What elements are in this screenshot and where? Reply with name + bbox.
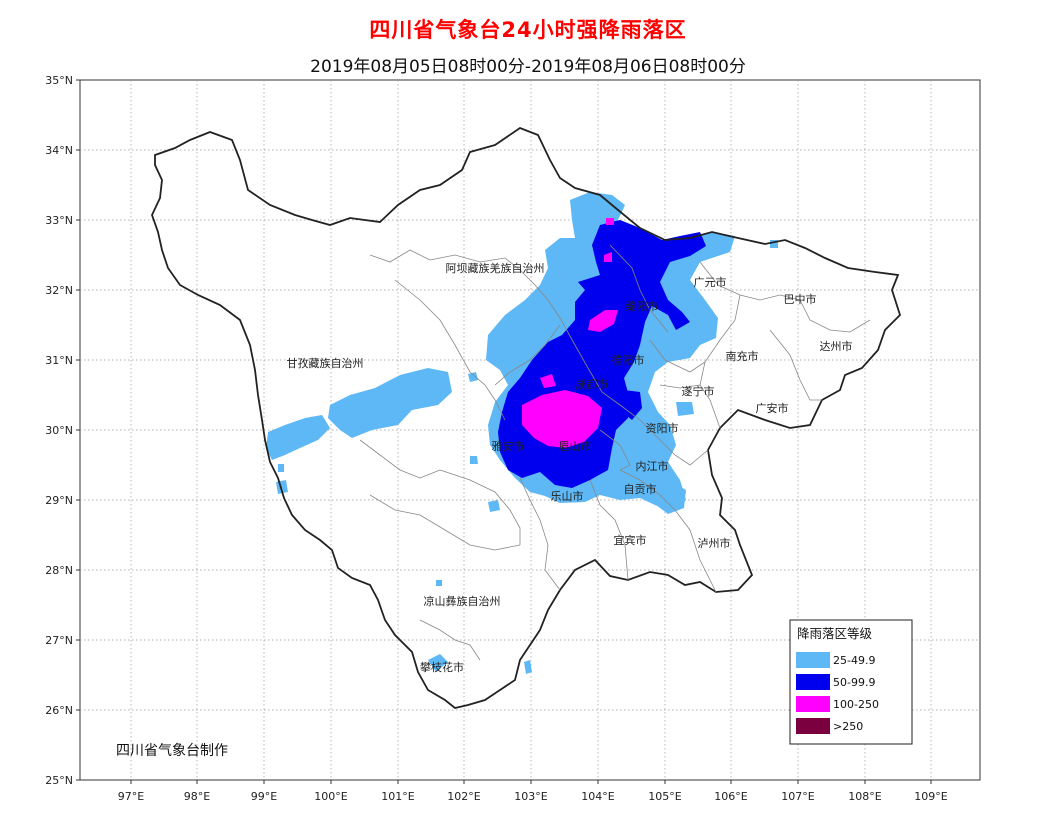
lon-label: 107°E bbox=[781, 790, 814, 803]
legend-label: 50-99.9 bbox=[833, 676, 875, 689]
legend-title: 降雨落区等级 bbox=[797, 626, 873, 641]
place-label: 广元市 bbox=[694, 275, 727, 289]
map-subtitle: 2019年08月05日08时00分-2019年08月06日08时00分 bbox=[310, 57, 746, 77]
lat-label: 32°N bbox=[45, 284, 73, 297]
place-label: 阿坝藏族羌族自治州 bbox=[446, 261, 545, 275]
legend-swatch bbox=[796, 718, 830, 734]
place-label: 甘孜藏族自治州 bbox=[287, 356, 364, 370]
lon-label: 103°E bbox=[514, 790, 547, 803]
lat-label: 33°N bbox=[45, 214, 73, 227]
province-boundary bbox=[151, 126, 902, 709]
place-label: 南充市 bbox=[726, 349, 759, 363]
lon-label: 105°E bbox=[648, 790, 681, 803]
credit-text: 四川省气象台制作 bbox=[116, 743, 228, 759]
place-label: 自贡市 bbox=[624, 482, 657, 496]
axis-ticks bbox=[76, 79, 932, 784]
lat-label: 34°N bbox=[45, 144, 73, 157]
legend-label: 100-250 bbox=[833, 698, 879, 711]
place-label: 遂宁市 bbox=[682, 384, 715, 398]
place-label: 达州市 bbox=[820, 339, 853, 353]
legend-label: 25-49.9 bbox=[833, 654, 875, 667]
map-title: 四川省气象台24小时强降雨落区 bbox=[369, 18, 687, 42]
lat-label: 28°N bbox=[45, 564, 73, 577]
legend-swatch bbox=[796, 696, 830, 712]
legend-swatch bbox=[796, 652, 830, 668]
lon-label: 98°E bbox=[184, 790, 210, 803]
lon-label: 106°E bbox=[714, 790, 747, 803]
lon-label: 99°E bbox=[251, 790, 277, 803]
lon-label: 100°E bbox=[314, 790, 347, 803]
place-label: 宜宾市 bbox=[614, 533, 647, 547]
place-label: 成都市 bbox=[576, 377, 609, 391]
place-label: 德阳市 bbox=[612, 353, 645, 367]
place-label: 乐山市 bbox=[551, 489, 584, 503]
lat-label: 29°N bbox=[45, 494, 73, 507]
lat-label: 31°N bbox=[45, 354, 73, 367]
lat-label: 35°N bbox=[45, 74, 73, 87]
place-label: 内江市 bbox=[636, 459, 669, 473]
lon-label: 97°E bbox=[118, 790, 144, 803]
place-label: 眉山市 bbox=[559, 439, 592, 453]
place-label: 攀枝花市 bbox=[420, 660, 464, 674]
place-label: 绵阳市 bbox=[626, 299, 659, 313]
lat-label: 27°N bbox=[45, 634, 73, 647]
prefecture-boundaries bbox=[359, 244, 871, 661]
place-label: 广安市 bbox=[756, 401, 789, 415]
place-label: 资阳市 bbox=[646, 421, 679, 435]
place-label: 凉山彝族自治州 bbox=[424, 594, 501, 608]
lon-label: 108°E bbox=[848, 790, 881, 803]
legend-label: >250 bbox=[833, 720, 863, 733]
place-label: 泸州市 bbox=[698, 536, 731, 550]
place-label: 雅安市 bbox=[492, 439, 525, 453]
lon-label: 102°E bbox=[447, 790, 480, 803]
legend: 降雨落区等级 25-49.9 50-99.9 100-250 >250 bbox=[789, 619, 913, 745]
legend-swatch bbox=[796, 674, 830, 690]
lat-label: 26°N bbox=[45, 704, 73, 717]
lat-label: 30°N bbox=[45, 424, 73, 437]
lon-label: 109°E bbox=[914, 790, 947, 803]
lon-label: 104°E bbox=[581, 790, 614, 803]
lat-label: 25°N bbox=[45, 774, 73, 787]
rain-zone-100-250 bbox=[522, 218, 618, 448]
place-label: 巴中市 bbox=[784, 292, 817, 306]
lon-label: 101°E bbox=[381, 790, 414, 803]
